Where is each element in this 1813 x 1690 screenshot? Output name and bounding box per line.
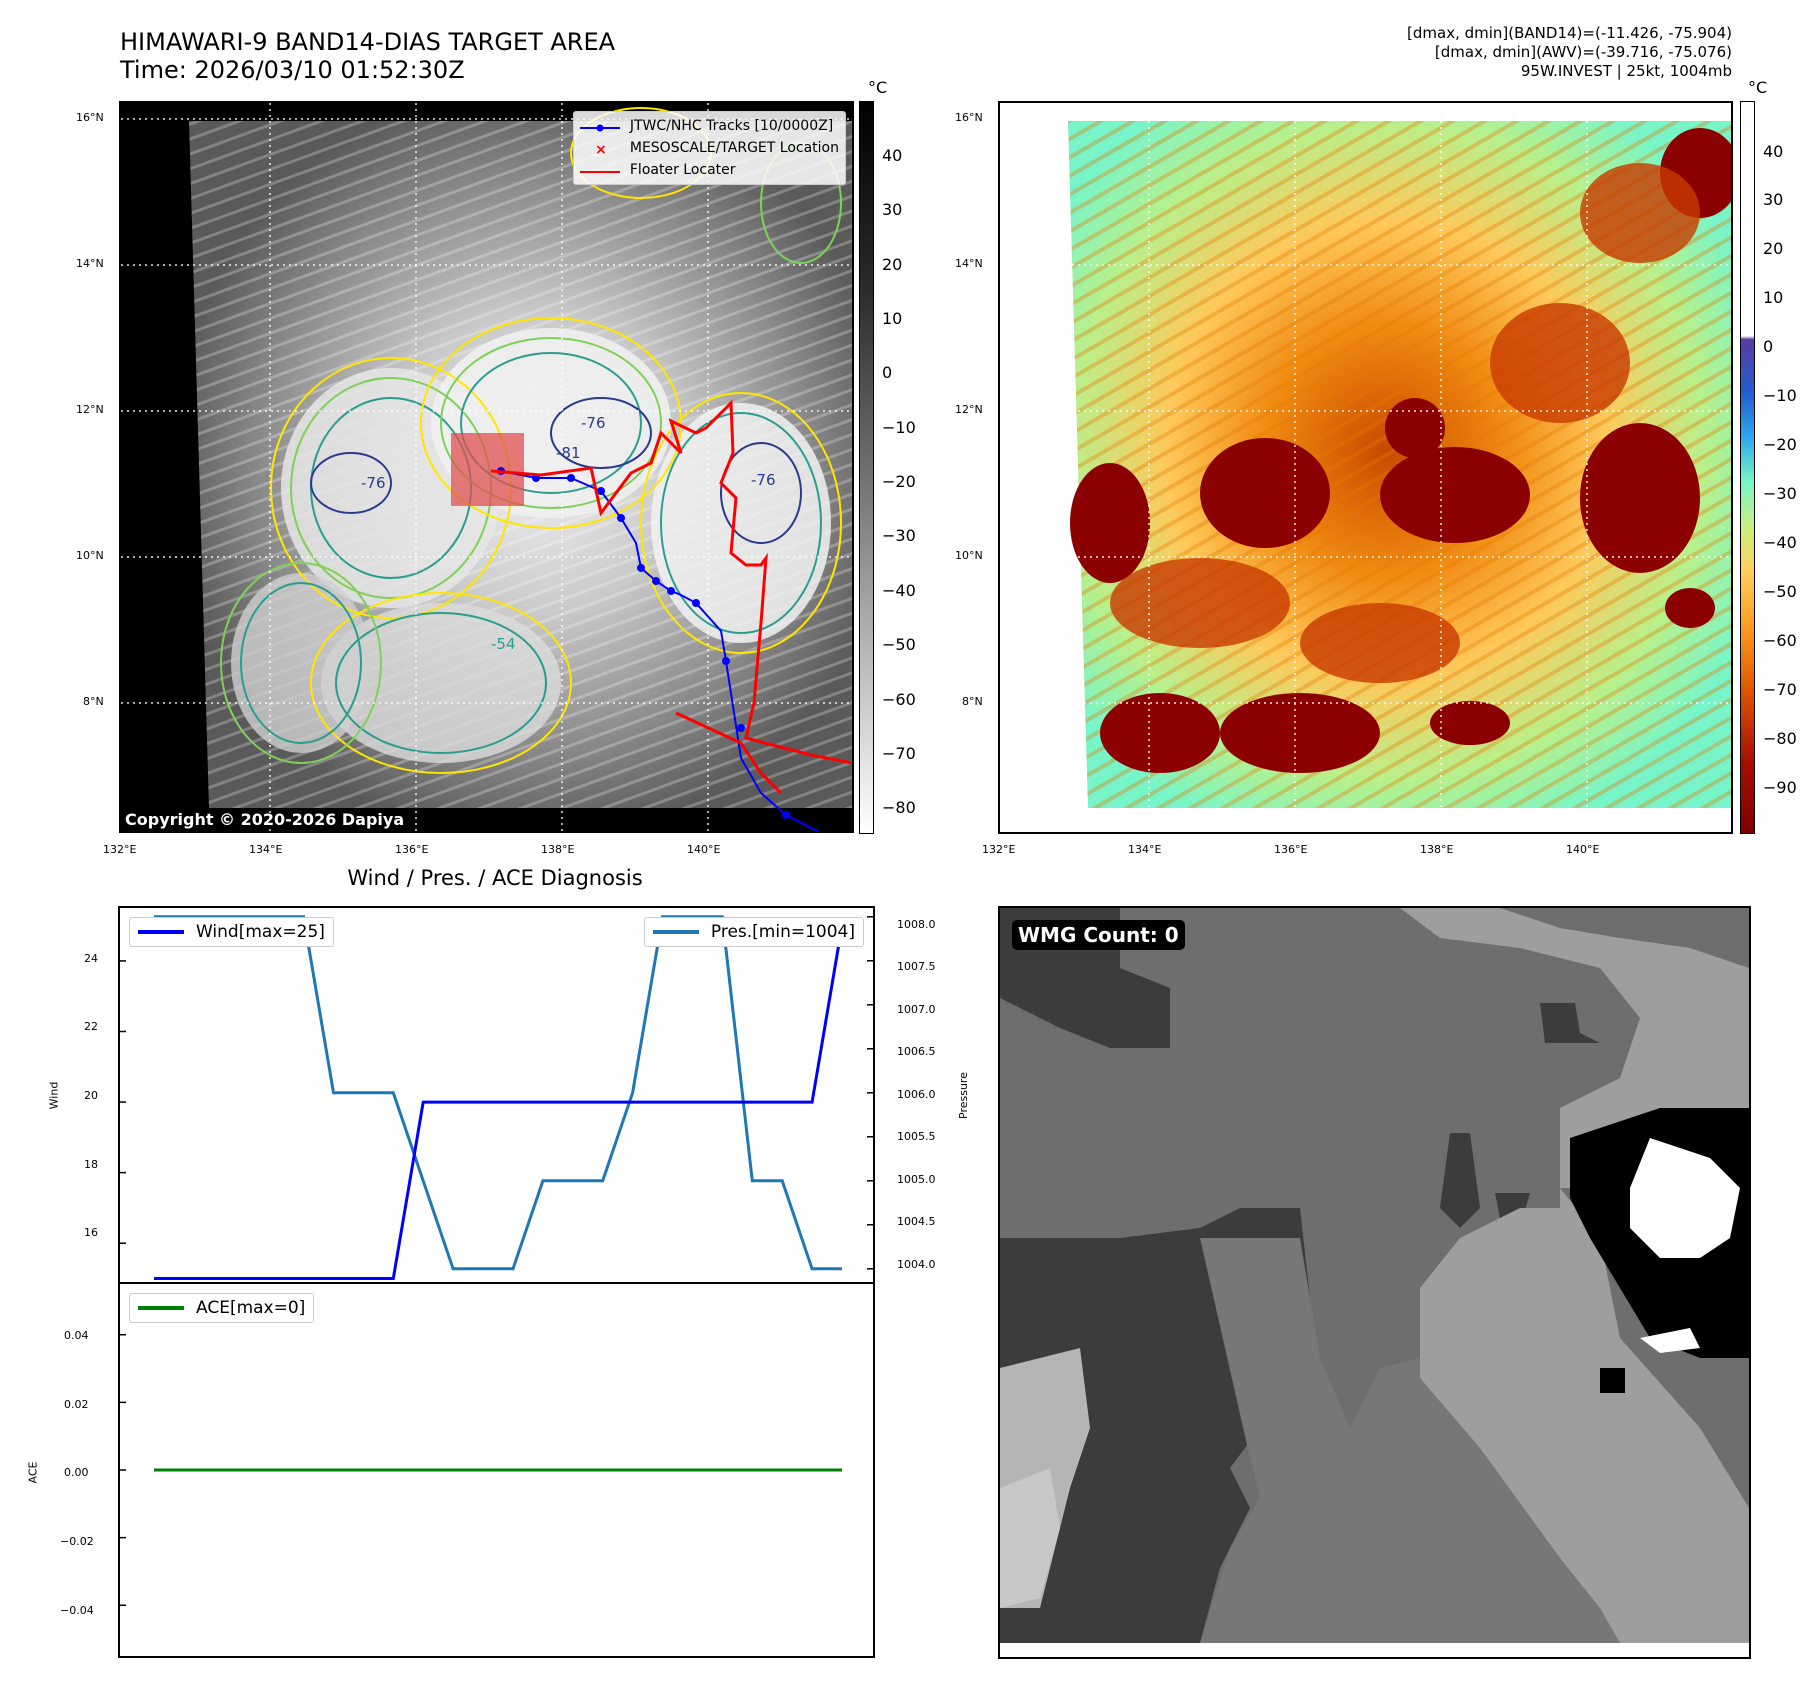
wmg-image	[1000, 908, 1749, 1643]
pressure-axis-label: Pressure	[956, 1072, 970, 1119]
wind-legend: Wind[max=25]	[129, 917, 334, 947]
right-colorbar-unit: °C	[1748, 78, 1768, 97]
wind-axis-label: Wind	[47, 1081, 61, 1110]
contour-label: -76	[751, 471, 776, 489]
awv-map-image	[1000, 103, 1731, 832]
ace-legend: ACE[max=0]	[129, 1293, 315, 1323]
wmg-count-badge: WMG Count: 0	[1012, 920, 1185, 950]
legend-item-floater: Floater Locater	[579, 162, 736, 178]
ir-map-panel: -76 -81 -76 -76 -54 JTWC/NHC Tracks [10/…	[119, 101, 854, 833]
copyright-text: Copyright © 2020-2026 Dapiya	[125, 810, 405, 829]
wind-pressure-panel: Wind[max=25] Pres.[min=1004]	[118, 906, 875, 1284]
right-colorbar	[1740, 101, 1755, 834]
map-legend: JTWC/NHC Tracks [10/0000Z] × MESOSCALE/T…	[572, 111, 846, 185]
contour-label: -81	[556, 444, 581, 462]
contour-label: -54	[491, 635, 516, 653]
storm-info-text: 95W.INVEST | 25kt, 1004mb	[1520, 62, 1732, 80]
target-box	[451, 433, 524, 506]
pressure-series-line	[154, 915, 842, 1271]
ace-panel: ACE[max=0]	[118, 1282, 875, 1658]
awv-map-panel	[998, 101, 1733, 834]
left-colorbar-unit: °C	[868, 78, 888, 97]
pressure-legend-swatch	[652, 930, 699, 934]
ace-axis-label: ACE	[26, 1461, 40, 1484]
legend-item-target: × MESOSCALE/TARGET Location	[594, 140, 839, 158]
band14-range-text: [dmax, dmin](BAND14)=(-11.426, -75.904)	[1407, 24, 1732, 42]
diagnosis-title: Wind / Pres. / ACE Diagnosis	[347, 866, 643, 890]
legend-item-tracks: JTWC/NHC Tracks [10/0000Z]	[579, 115, 839, 137]
wind-series-line	[154, 925, 844, 1280]
awv-range-text: [dmax, dmin](AWV)=(-39.716, -75.076)	[1434, 43, 1732, 61]
floater-locator-line	[490, 399, 852, 765]
pressure-legend: Pres.[min=1004]	[643, 917, 864, 947]
wind-pressure-plot	[120, 915, 873, 1280]
figure-title: HIMAWARI-9 BAND14-DIAS TARGET AREA	[120, 28, 616, 56]
ir-map-image: -76 -81 -76 -76 -54	[121, 103, 852, 831]
ace-plot	[120, 1333, 842, 1607]
left-colorbar	[859, 101, 874, 834]
contour-label: -76	[361, 474, 386, 492]
wind-legend-swatch	[138, 930, 184, 934]
ace-legend-swatch	[138, 1306, 184, 1310]
svg-text:×: ×	[595, 143, 607, 155]
figure-time: Time: 2026/03/10 01:52:30Z	[120, 56, 465, 84]
contour-label: -76	[581, 414, 606, 432]
wmg-panel: WMG Count: 0	[998, 906, 1751, 1659]
